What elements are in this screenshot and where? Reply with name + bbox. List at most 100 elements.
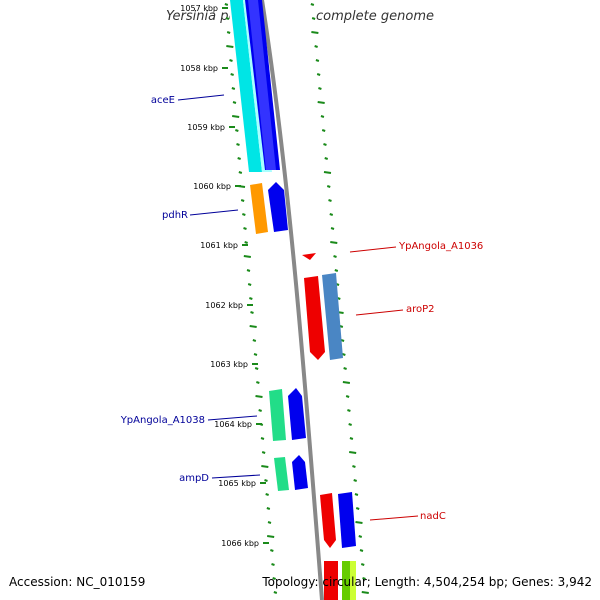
gc-skew-dash xyxy=(249,325,257,328)
gc-skew-dash xyxy=(246,269,251,272)
feature-yellowgreen xyxy=(350,561,356,600)
tick-label: 1057 kbp xyxy=(180,4,218,13)
gene-pdhR-features[interactable] xyxy=(250,182,288,234)
gc-skew-dash xyxy=(316,73,321,76)
gc-skew-dash xyxy=(321,129,326,132)
gc-skew-dash xyxy=(270,549,274,552)
gc-skew-dash xyxy=(311,31,319,34)
tick-label: 1063 kbp xyxy=(210,360,248,369)
gene-label-aroP2[interactable]: aroP2 xyxy=(406,304,435,315)
feature-red xyxy=(304,276,325,360)
tick-label: 1058 kbp xyxy=(180,64,218,73)
feature-steelblue xyxy=(322,273,343,360)
gene-label-pdhR[interactable]: pdhR xyxy=(162,210,188,221)
gene-label-ampD[interactable]: ampD xyxy=(179,473,209,484)
gc-skew-dash xyxy=(342,381,351,384)
gc-skew-dash xyxy=(347,409,351,412)
gc-skew-dash xyxy=(225,17,230,20)
tick-label: 1061 kbp xyxy=(200,241,238,250)
gc-skew-dash xyxy=(258,409,262,412)
gc-skew-dash xyxy=(244,241,248,244)
gene-label-nadC[interactable]: nadC xyxy=(420,511,446,522)
leader-line xyxy=(189,209,239,216)
feature-red2 xyxy=(320,493,336,548)
gene-label-aceE[interactable]: aceE xyxy=(151,95,175,106)
feature-cyan xyxy=(230,0,262,172)
gene-YpAngola_A1038-features[interactable] xyxy=(269,388,306,441)
gc-skew-dash xyxy=(253,353,258,356)
gene-label-YpAngola_A1036[interactable]: YpAngola_A1036 xyxy=(398,241,483,252)
gc-skew-dash xyxy=(229,59,233,62)
gene-aceE-features[interactable] xyxy=(230,0,280,172)
gc-skew-dash xyxy=(237,157,241,160)
gc-skew-dash xyxy=(224,3,229,6)
gc-skew-dash xyxy=(323,143,327,146)
gc-skew-dash xyxy=(330,241,338,244)
gc-skew-dash xyxy=(264,479,268,482)
gc-skew-dash xyxy=(232,101,237,104)
gc-skew-dash xyxy=(340,339,345,342)
feature-red3 xyxy=(324,561,338,600)
gc-skew-dash xyxy=(235,129,239,132)
gc-skew-dash xyxy=(329,213,334,216)
gc-skew-dash xyxy=(273,591,278,594)
gc-skew-dash xyxy=(232,115,240,118)
feature-blue-arrow3 xyxy=(292,455,308,490)
leader-line xyxy=(369,515,419,521)
gene-ampD-features[interactable] xyxy=(274,455,308,491)
gc-skew-dash xyxy=(343,367,347,370)
feature-orange xyxy=(250,183,268,234)
leader-line xyxy=(211,474,261,479)
gc-skew-dash xyxy=(252,339,257,342)
gc-skew-dash xyxy=(311,17,316,20)
gc-skew-dash xyxy=(326,185,331,188)
gc-skew-dash xyxy=(361,591,369,594)
tick-label: 1066 kbp xyxy=(221,539,259,548)
feature-red-small[interactable] xyxy=(302,253,316,260)
gc-skew-left xyxy=(224,3,278,594)
tick-label: 1064 kbp xyxy=(214,420,252,429)
gene-aroP2-features[interactable] xyxy=(304,273,343,360)
feature-blue-light xyxy=(248,0,276,170)
gc-skew-dash xyxy=(272,577,276,580)
gc-skew-dash xyxy=(359,549,364,552)
gc-skew-dash xyxy=(249,297,253,300)
feature-blue-arrow2 xyxy=(288,388,306,440)
gc-skew-dash xyxy=(358,535,363,538)
gc-skew-dash xyxy=(231,87,236,90)
gc-skew-dash xyxy=(353,479,358,482)
accession-text: Accession: NC_010159 xyxy=(9,575,146,589)
feature-blue2 xyxy=(338,492,356,548)
leader-line xyxy=(349,246,397,253)
gc-skew-dash xyxy=(314,45,318,48)
kbp-ticks: 1057 kbp 1058 kbp 1059 kbp 1060 kbp 1061… xyxy=(180,4,269,548)
feature-green xyxy=(269,389,286,441)
gene-label-YpAngola_A1038[interactable]: YpAngola_A1038 xyxy=(120,415,205,426)
gc-skew-dash xyxy=(261,451,266,454)
gc-skew-dash xyxy=(242,213,246,216)
feature-lime xyxy=(342,561,350,600)
gc-skew-dash xyxy=(320,115,325,118)
gc-skew-dash xyxy=(261,465,269,468)
gene-nadC-features[interactable] xyxy=(320,492,356,548)
gc-skew-dash xyxy=(226,45,234,48)
gc-skew-dash xyxy=(317,101,325,104)
gc-skew-dash xyxy=(230,73,234,76)
feature-green2 xyxy=(274,457,289,491)
gc-skew-dash xyxy=(260,437,265,440)
gene-bottom-features[interactable] xyxy=(324,561,356,600)
gc-skew-dash xyxy=(355,521,363,524)
gc-skew-dash xyxy=(267,535,275,538)
gc-skew-dash xyxy=(349,451,357,454)
gc-skew-dash xyxy=(324,157,329,160)
gc-skew-dash xyxy=(349,437,354,440)
leader-line xyxy=(207,415,258,421)
gene-labels: aceE pdhR YpAngola_A1036 aroP2 YpAngola_… xyxy=(120,94,483,522)
gc-skew-right xyxy=(310,3,369,594)
gc-skew-dash xyxy=(267,521,272,524)
feature-blue-arrow xyxy=(268,182,288,232)
gc-skew-dash xyxy=(354,493,359,496)
genome-backbone xyxy=(260,0,324,600)
